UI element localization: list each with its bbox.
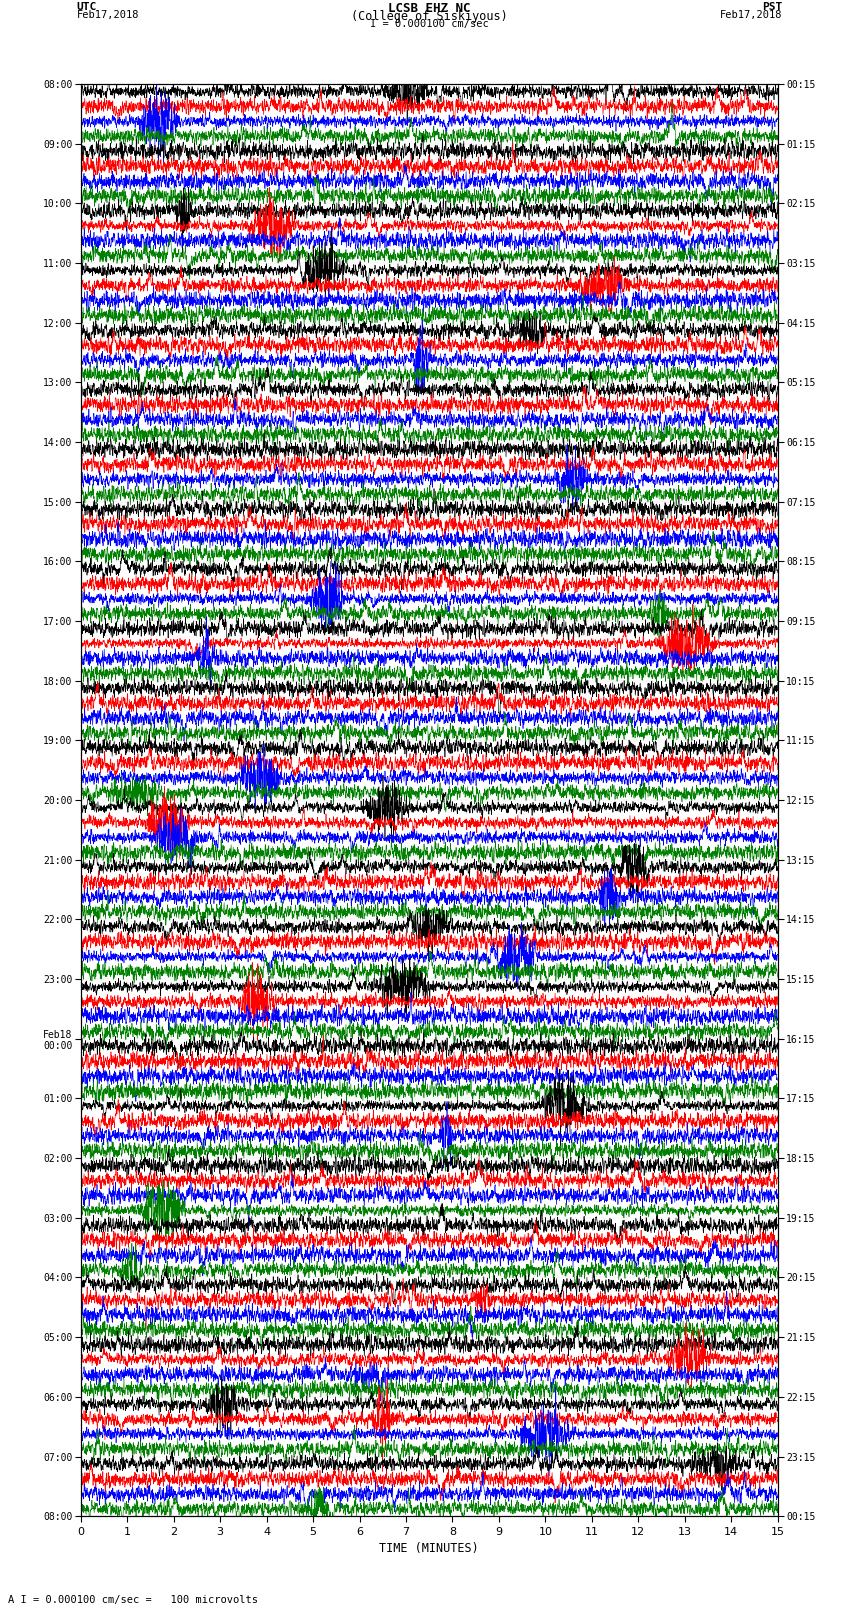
Text: PST: PST xyxy=(762,3,782,13)
X-axis label: TIME (MINUTES): TIME (MINUTES) xyxy=(379,1542,479,1555)
Text: Feb17,2018: Feb17,2018 xyxy=(719,11,782,21)
Text: I = 0.000100 cm/sec: I = 0.000100 cm/sec xyxy=(370,18,489,29)
Text: LCSB EHZ NC: LCSB EHZ NC xyxy=(388,3,471,16)
Text: (College of Siskiyous): (College of Siskiyous) xyxy=(351,11,507,24)
Text: UTC: UTC xyxy=(76,3,97,13)
Text: A I = 0.000100 cm/sec =   100 microvolts: A I = 0.000100 cm/sec = 100 microvolts xyxy=(8,1595,258,1605)
Text: Feb17,2018: Feb17,2018 xyxy=(76,11,139,21)
